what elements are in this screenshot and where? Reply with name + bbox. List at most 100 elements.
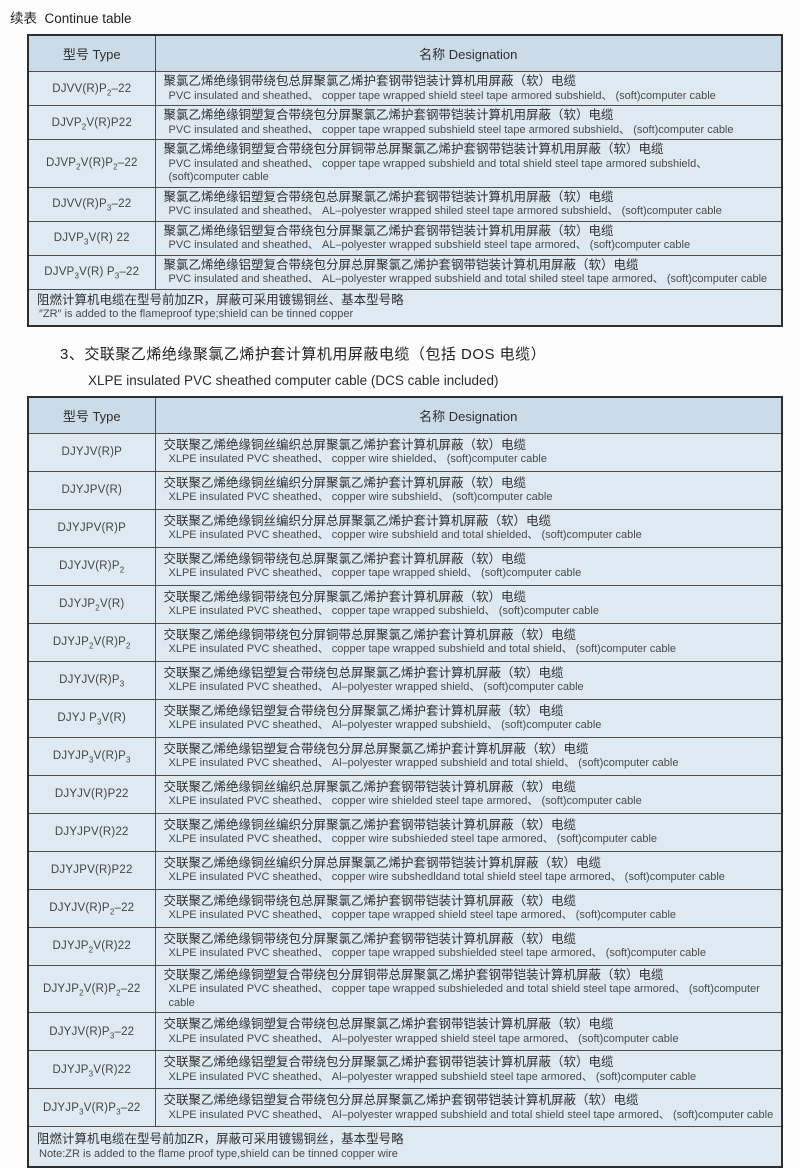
type-code-cell: DJYJP2V(R) [28, 585, 155, 623]
type-code-cell: DJYJV(R)P3 [28, 661, 155, 699]
designation-en: XLPE insulated PVC sheathed、 Al–polyeste… [164, 757, 776, 771]
designation-zh: 交联聚乙烯绝缘铜丝编织分屏聚氯乙烯护套钢带铠装计算机屏蔽（软）电缆 [164, 818, 776, 834]
designation-zh: 交联聚乙烯绝缘铜塑复合带绕包总屏聚氯乙烯护套钢带铠装计算机屏蔽（软）电缆 [164, 1017, 776, 1033]
designation-en: PVC insulated and sheathed、 copper tape … [164, 90, 776, 104]
note-text-zh: 阻燃计算机电缆在型号前加ZR，屏蔽可采用镀锡铜丝、基本型号略 [37, 293, 775, 309]
type-code-cell: DJYJV(R)P2–22 [28, 889, 155, 927]
designation-zh: 聚氯乙烯绝缘铝塑复合带绕包分屏总屏聚氯乙烯护套钢带铠装计算机用屏蔽（软）电缆 [164, 258, 776, 274]
page-title: 续表 Continue table [0, 0, 800, 29]
type-code-cell: DJYJP3V(R)P3 [28, 737, 155, 775]
type-code-cell: DJVP3V(R) 22 [28, 221, 155, 255]
designation-zh: 交联聚乙烯绝缘铝塑复合带绕包分屏总屏聚氯乙烯护套钢带铠装计算机屏蔽（软）电缆 [164, 1093, 776, 1109]
type-code-cell: DJVP2V(R)P2–22 [28, 140, 155, 188]
designation-en: XLPE insulated PVC sheathed、 copper wire… [164, 871, 776, 885]
type-code-cell: DJVP3V(R) P3–22 [28, 255, 155, 289]
table-note-row: 阻燃计算机电缆在型号前加ZR，屏蔽可采用镀锡铜丝、基本型号略 ″ZR″ is a… [28, 289, 782, 326]
designation-en: XLPE insulated PVC sheathed、 copper tape… [164, 605, 776, 619]
designation-en: PVC insulated and sheathed、 copper tape … [164, 158, 776, 185]
type-code-cell: DJYJP3V(R)P3–22 [28, 1089, 155, 1127]
designation-en: XLPE insulated PVC sheathed、 copper tape… [164, 947, 776, 961]
type-code-cell: DJYJV(R)P22 [28, 775, 155, 813]
table-row: DJYJ P3V(R)交联聚乙烯绝缘铝塑复合带绕包分屏聚氯乙烯护套计算机屏蔽（软… [28, 699, 782, 737]
designation-en: XLPE insulated PVC sheathed、 copper tape… [164, 983, 776, 1010]
designation-en: XLPE insulated PVC sheathed、 Al–polyeste… [164, 1033, 776, 1047]
type-code-cell: DJVP2V(R)P22 [28, 106, 155, 140]
table-note: 阻燃计算机电缆在型号前加ZR，屏蔽可采用镀锡铜丝，基本型号略 Note:ZR i… [28, 1127, 782, 1168]
designation-zh: 交联聚乙烯绝缘铜塑复合带绕包分屏铜带总屏聚氯乙烯护套钢带铠装计算机屏蔽（软）电缆 [164, 968, 776, 984]
designation-zh: 交联聚乙烯绝缘铜丝编织总屏聚氯乙烯护套计算机屏蔽（软）电缆 [164, 438, 776, 454]
note-text-en: ″ZR″ is added to the flameproof type;shi… [37, 308, 775, 322]
designation-cell: 交联聚乙烯绝缘铜塑复合带绕包分屏铜带总屏聚氯乙烯护套钢带铠装计算机屏蔽（软）电缆… [155, 965, 782, 1013]
designation-en: XLPE insulated PVC sheathed、 copper tape… [164, 567, 776, 581]
designation-zh: 交联聚乙烯绝缘铜丝编织总屏聚氯乙烯护套钢带铠装计算机屏蔽（软）电缆 [164, 780, 776, 796]
designation-zh: 交联聚乙烯绝缘铜带绕包总屏聚氯乙烯护套计算机屏蔽（软）电缆 [164, 552, 776, 568]
designation-zh: 聚氯乙烯绝缘铝塑复合带绕包分屏聚氯乙烯护套钢带铠装计算机用屏蔽（软）电缆 [164, 224, 776, 240]
column-header-designation: 名称 Designation [155, 35, 782, 72]
table-row: DJVP3V(R) P3–22 聚氯乙烯绝缘铝塑复合带绕包分屏总屏聚氯乙烯护套钢带… [28, 255, 782, 289]
designation-zh: 交联聚乙烯绝缘铝塑复合带绕包分屏总屏聚氯乙烯护套计算机屏蔽（软）电缆 [164, 742, 776, 758]
designation-en: XLPE insulated PVC sheathed、 copper wire… [164, 453, 776, 467]
column-header-designation: 名称 Designation [155, 397, 782, 434]
designation-en: PVC insulated and sheathed、 AL–polyester… [164, 239, 776, 253]
column-header-type: 型号 Type [28, 35, 155, 72]
designation-zh: 交联聚乙烯绝缘铜丝编织分屏总屏聚氯乙烯护套钢带铠装计算机屏蔽（软）电缆 [164, 856, 776, 872]
designation-cell: 聚氯乙烯绝缘铜塑复合带绕包分屏铜带总屏聚氯乙烯护套钢带铠装计算机用屏蔽（软）电缆… [155, 140, 782, 188]
designation-en: XLPE insulated PVC sheathed、 copper tape… [164, 909, 776, 923]
designation-en: XLPE insulated PVC sheathed、 copper tape… [164, 643, 776, 657]
section-title-zh: 3、交联聚乙烯绝缘聚氯乙烯护套计算机用屏蔽电缆（包括 DOS 电缆） [60, 343, 800, 364]
designation-en: PVC insulated and sheathed、 copper tape … [164, 124, 776, 138]
table-note: 阻燃计算机电缆在型号前加ZR，屏蔽可采用镀锡铜丝、基本型号略 ″ZR″ is a… [28, 289, 782, 326]
type-code-cell: DJVV(R)P2–22 [28, 72, 155, 106]
type-code-cell: DJYJP2V(R)P2–22 [28, 965, 155, 1013]
designation-en: XLPE insulated PVC sheathed、 copper wire… [164, 795, 776, 809]
designation-zh: 聚氯乙烯绝缘铜塑复合带绕包分屏铜带总屏聚氯乙烯护套钢带铠装计算机用屏蔽（软）电缆 [164, 142, 776, 158]
designation-en: PVC insulated and sheathed、 AL–polyester… [164, 273, 776, 287]
section-title-en: XLPE insulated PVC sheathed computer cab… [88, 373, 800, 388]
designation-en: XLPE insulated PVC sheathed、 copper wire… [164, 833, 776, 847]
designation-zh: 交联聚乙烯绝缘铜带绕包分屏聚氯乙烯护套计算机屏蔽（软）电缆 [164, 590, 776, 606]
designation-zh: 聚氯乙烯绝缘铜塑复合带绕包分屏聚氯乙烯护套钢带铠装计算机用屏蔽（软）电缆 [164, 108, 776, 124]
table-header: 型号 Type 名称 Designation [28, 397, 782, 434]
designation-zh: 交联聚乙烯绝缘铜丝编织分屏总屏聚氯乙烯护套计算机屏蔽（软）电缆 [164, 514, 776, 530]
designation-zh: 交联聚乙烯绝缘铝塑复合带绕包分屏聚氯乙烯护套钢带铠装计算机屏蔽（软）电缆 [164, 1055, 776, 1071]
type-code-cell: DJYJPV(R) [28, 471, 155, 509]
designation-zh: 交联聚乙烯绝缘铝塑复合带绕包分屏聚氯乙烯护套计算机屏蔽（软）电缆 [164, 704, 776, 720]
designation-en: XLPE insulated PVC sheathed、 copper wire… [164, 529, 776, 543]
designation-zh: 交联聚乙烯绝缘铜丝编织分屏聚氯乙烯护套计算机屏蔽（软）电缆 [164, 476, 776, 492]
type-code-cell: DJYJV(R)P3–22 [28, 1013, 155, 1051]
type-code-cell: DJYJP2V(R)P2 [28, 623, 155, 661]
type-code-cell: DJYJPV(R)22 [28, 813, 155, 851]
designation-zh: 聚氯乙烯绝缘铝塑复合带绕包总屏聚氯乙烯护套钢带铠装计算机用屏蔽（软）电缆 [164, 190, 776, 206]
